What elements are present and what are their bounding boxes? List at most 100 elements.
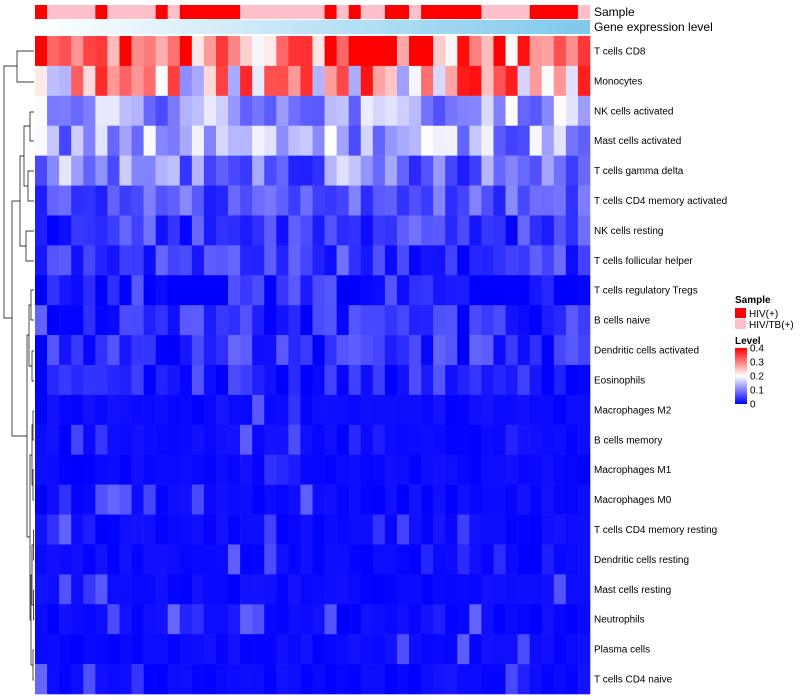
heatmap-cell — [155, 574, 169, 605]
heatmap-cell — [421, 305, 434, 336]
heatmap-cell — [409, 185, 422, 216]
heatmap-cell — [119, 155, 132, 186]
heatmap-cell — [457, 245, 470, 276]
heatmap-cell — [215, 664, 229, 695]
heatmap-cell — [433, 305, 446, 336]
heatmap-cell — [119, 305, 132, 336]
sample-annotation-cell — [143, 5, 156, 19]
heatmap-cell — [445, 484, 458, 515]
heatmap-cell — [107, 215, 120, 246]
heatmap-cell — [95, 484, 108, 515]
heatmap-cell — [300, 155, 313, 186]
heatmap-cell — [276, 634, 289, 665]
heatmap-cell — [47, 185, 60, 216]
heatmap-cell — [228, 424, 241, 456]
row-label: T cells CD8 — [594, 46, 646, 57]
heatmap-cell — [457, 36, 470, 67]
heatmap-cell — [529, 36, 543, 67]
heatmap-cell — [83, 65, 96, 97]
heatmap-cell — [119, 185, 132, 216]
heatmap-cell — [71, 664, 84, 695]
heatmap-cell — [228, 185, 241, 216]
heatmap-cell — [384, 275, 398, 306]
heatmap-cell — [469, 484, 482, 515]
heatmap-cell — [300, 185, 313, 216]
heatmap-cell — [215, 215, 229, 246]
heatmap-cell — [481, 245, 494, 276]
heatmap-cell — [95, 36, 108, 67]
heatmap-cell — [83, 454, 96, 485]
heatmap-cell — [276, 335, 289, 366]
heatmap-cell — [240, 664, 253, 695]
heatmap-cell — [409, 245, 422, 276]
heatmap-cell — [252, 125, 265, 156]
heatmap-cell — [191, 604, 205, 635]
heatmap-cell — [505, 95, 518, 127]
heatmap-cell — [409, 95, 422, 127]
heatmap-cell — [336, 275, 349, 306]
heatmap-cell — [529, 185, 543, 216]
heatmap-cell — [336, 215, 349, 246]
sample-annotation-cell — [529, 5, 543, 19]
row-label: T cells CD4 naive — [594, 675, 673, 686]
heatmap-cell — [300, 604, 313, 635]
heatmap-cell — [83, 394, 96, 426]
heatmap-cell — [191, 65, 205, 97]
heatmap-cell — [47, 394, 60, 426]
heatmap-cell — [481, 365, 494, 396]
heatmap-cell — [541, 95, 555, 127]
heatmap-cell — [421, 664, 434, 695]
heatmap-cell — [191, 305, 205, 336]
heatmap-cell — [35, 65, 48, 97]
heatmap-cell — [203, 155, 217, 186]
heatmap-cell — [155, 185, 169, 216]
heatmap-cell — [47, 65, 60, 97]
heatmap-cell — [47, 544, 60, 575]
heatmap-cell — [541, 185, 555, 216]
heatmap-cell — [517, 484, 530, 515]
sample-track-label: Sample — [594, 5, 635, 19]
heatmap-cell — [71, 155, 84, 186]
heatmap-cell — [505, 275, 518, 306]
heatmap-cell — [481, 634, 494, 665]
heatmap-cell — [384, 454, 398, 485]
heatmap-cell — [553, 634, 567, 665]
heatmap-cell — [529, 215, 543, 246]
heatmap-cell — [131, 245, 144, 276]
heatmap-cell — [203, 454, 217, 485]
heatmap-cell — [529, 275, 543, 306]
heatmap-cell — [119, 245, 132, 276]
heatmap-cell — [409, 604, 422, 635]
heatmap-cell — [95, 514, 108, 545]
heatmap-cell — [433, 365, 446, 396]
heatmap-cell — [348, 484, 362, 515]
heatmap-cell — [348, 424, 362, 456]
heatmap-cell — [505, 305, 518, 336]
heatmap-cell — [529, 65, 543, 97]
heatmap-cell — [457, 155, 470, 186]
heatmap-cell — [505, 454, 518, 485]
heatmap-cell — [179, 484, 193, 515]
heatmap-cell — [384, 424, 398, 456]
heatmap-cell — [240, 514, 253, 545]
heatmap-cell — [83, 36, 96, 67]
heatmap-cell — [228, 454, 241, 485]
heatmap-cell — [469, 95, 482, 127]
heatmap-cell — [288, 155, 301, 186]
heatmap-cell — [553, 514, 567, 545]
legend: Sample HIV(+) HIV/TB(+) Level 0 0.1 0.2 0.3… — [735, 295, 794, 411]
heatmap-cell — [167, 424, 181, 456]
heatmap-cell — [324, 544, 337, 575]
heatmap-cell — [191, 634, 205, 665]
heatmap-cell — [553, 484, 567, 515]
heatmap-cell — [35, 275, 48, 306]
heatmap-cell — [203, 365, 217, 396]
heatmap-cell — [445, 125, 458, 156]
heatmap-cell — [71, 335, 84, 366]
heatmap-cell — [155, 604, 169, 635]
heatmap-cell — [143, 664, 156, 695]
heatmap-cell — [300, 215, 313, 246]
heatmap-cell — [481, 125, 494, 156]
heatmap-cell — [47, 36, 60, 67]
heatmap-cell — [565, 365, 579, 396]
